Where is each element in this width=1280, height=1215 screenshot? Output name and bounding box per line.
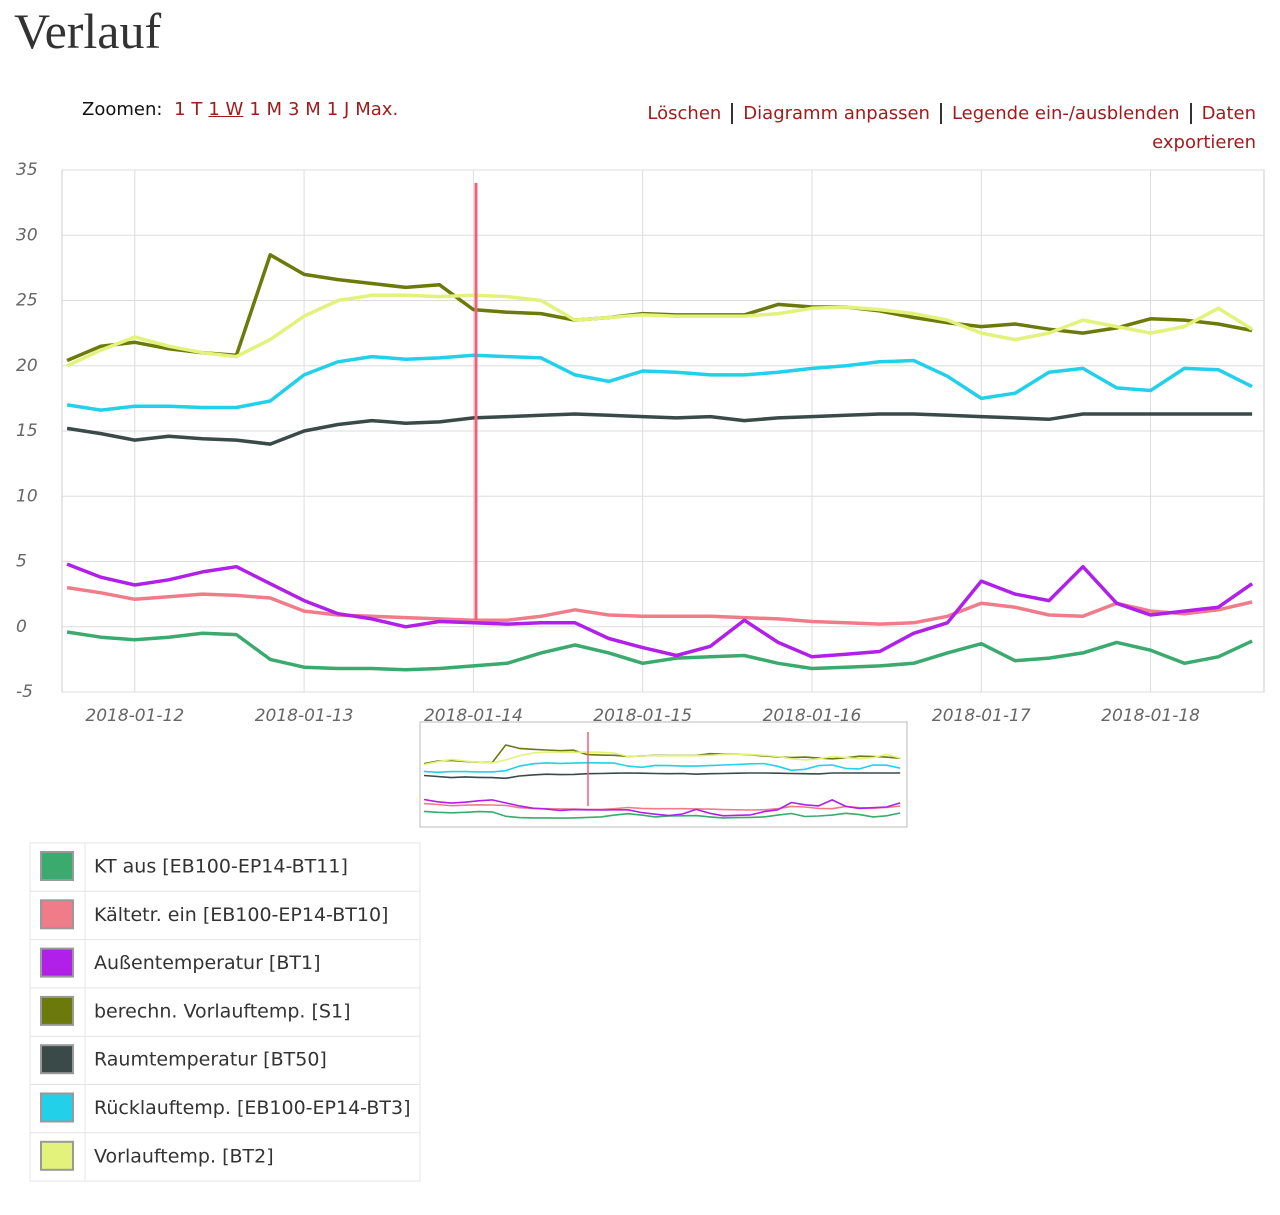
navigator-line [423,751,901,766]
page-title: Verlauf [14,3,162,59]
zoom-option[interactable]: 1 J [326,99,350,120]
legend-swatch [40,899,74,930]
legend-swatch [40,947,74,978]
series-line [66,585,1253,626]
zoom-option[interactable]: 1 M [249,99,283,120]
x-tick-label: 2018-01-12 [85,706,184,726]
series-line [66,293,1254,368]
legend-label: Vorlauftemp. [BT2] [94,1145,274,1167]
y-tick-label: 35 [16,160,38,180]
navigator-line [423,798,901,817]
legend-swatch [40,1044,74,1075]
series-line [66,253,1253,363]
series-line [66,630,1253,672]
zoom-option[interactable]: 3 M [288,99,321,120]
y-tick-label: 15 [16,421,38,441]
zoom-option[interactable]: 1 T [174,99,203,120]
x-tick-label: 2018-01-17 [932,706,1031,726]
action-link[interactable]: Löschen [637,103,734,124]
y-tick-label: 0 [16,617,27,637]
x-tick-label: 2018-01-14 [424,706,523,726]
y-tick-label: 30 [16,225,38,245]
y-tick-label: 25 [16,291,38,311]
zoom-option[interactable]: Max. [355,99,399,120]
action-link[interactable]: Legende ein-/ausblenden [941,103,1192,124]
zoom-label: Zoomen: [82,99,163,120]
x-tick-label: 2018-01-13 [255,706,354,726]
navigator-line [423,802,901,811]
action-link[interactable]: Diagramm anpassen [733,103,942,124]
y-tick-label: -5 [16,682,33,702]
navigator-line [423,761,901,774]
legend [29,842,421,1182]
navigator-line [423,772,901,780]
x-tick-label: 2018-01-18 [1101,706,1200,726]
legend-label: berechn. Vorlauftemp. [S1] [94,1000,350,1022]
series-line [66,353,1253,412]
action-link[interactable]: Daten exportieren [1152,103,1256,153]
legend-swatch [40,995,74,1026]
y-tick-label: 20 [16,356,38,376]
legend-swatch [40,851,74,881]
legend-swatch [40,1140,74,1171]
navigator-line [423,810,901,819]
series-line [66,562,1254,659]
series-line [66,412,1253,446]
navigator [419,721,908,828]
legend-label: Rücklauftemp. [EB100-EP14-BT3] [94,1097,410,1119]
legend-label: KT aus [EB100-EP14-BT11] [94,856,348,878]
zoom-option[interactable]: 1 W [208,99,244,120]
legend-swatch [40,1092,74,1123]
legend-label: Kältetr. ein [EB100-EP14-BT10] [94,904,388,926]
legend-label: Außentemperatur [BT1] [94,952,321,974]
y-tick-label: 10 [16,486,38,506]
legend-label: Raumtemperatur [BT50] [94,1049,327,1071]
x-tick-label: 2018-01-16 [763,706,862,726]
action-bar: Löschen Diagramm anpassen Legende ein-/aus… [576,99,1256,157]
y-tick-label: 5 [16,552,27,572]
x-tick-label: 2018-01-15 [593,706,692,726]
